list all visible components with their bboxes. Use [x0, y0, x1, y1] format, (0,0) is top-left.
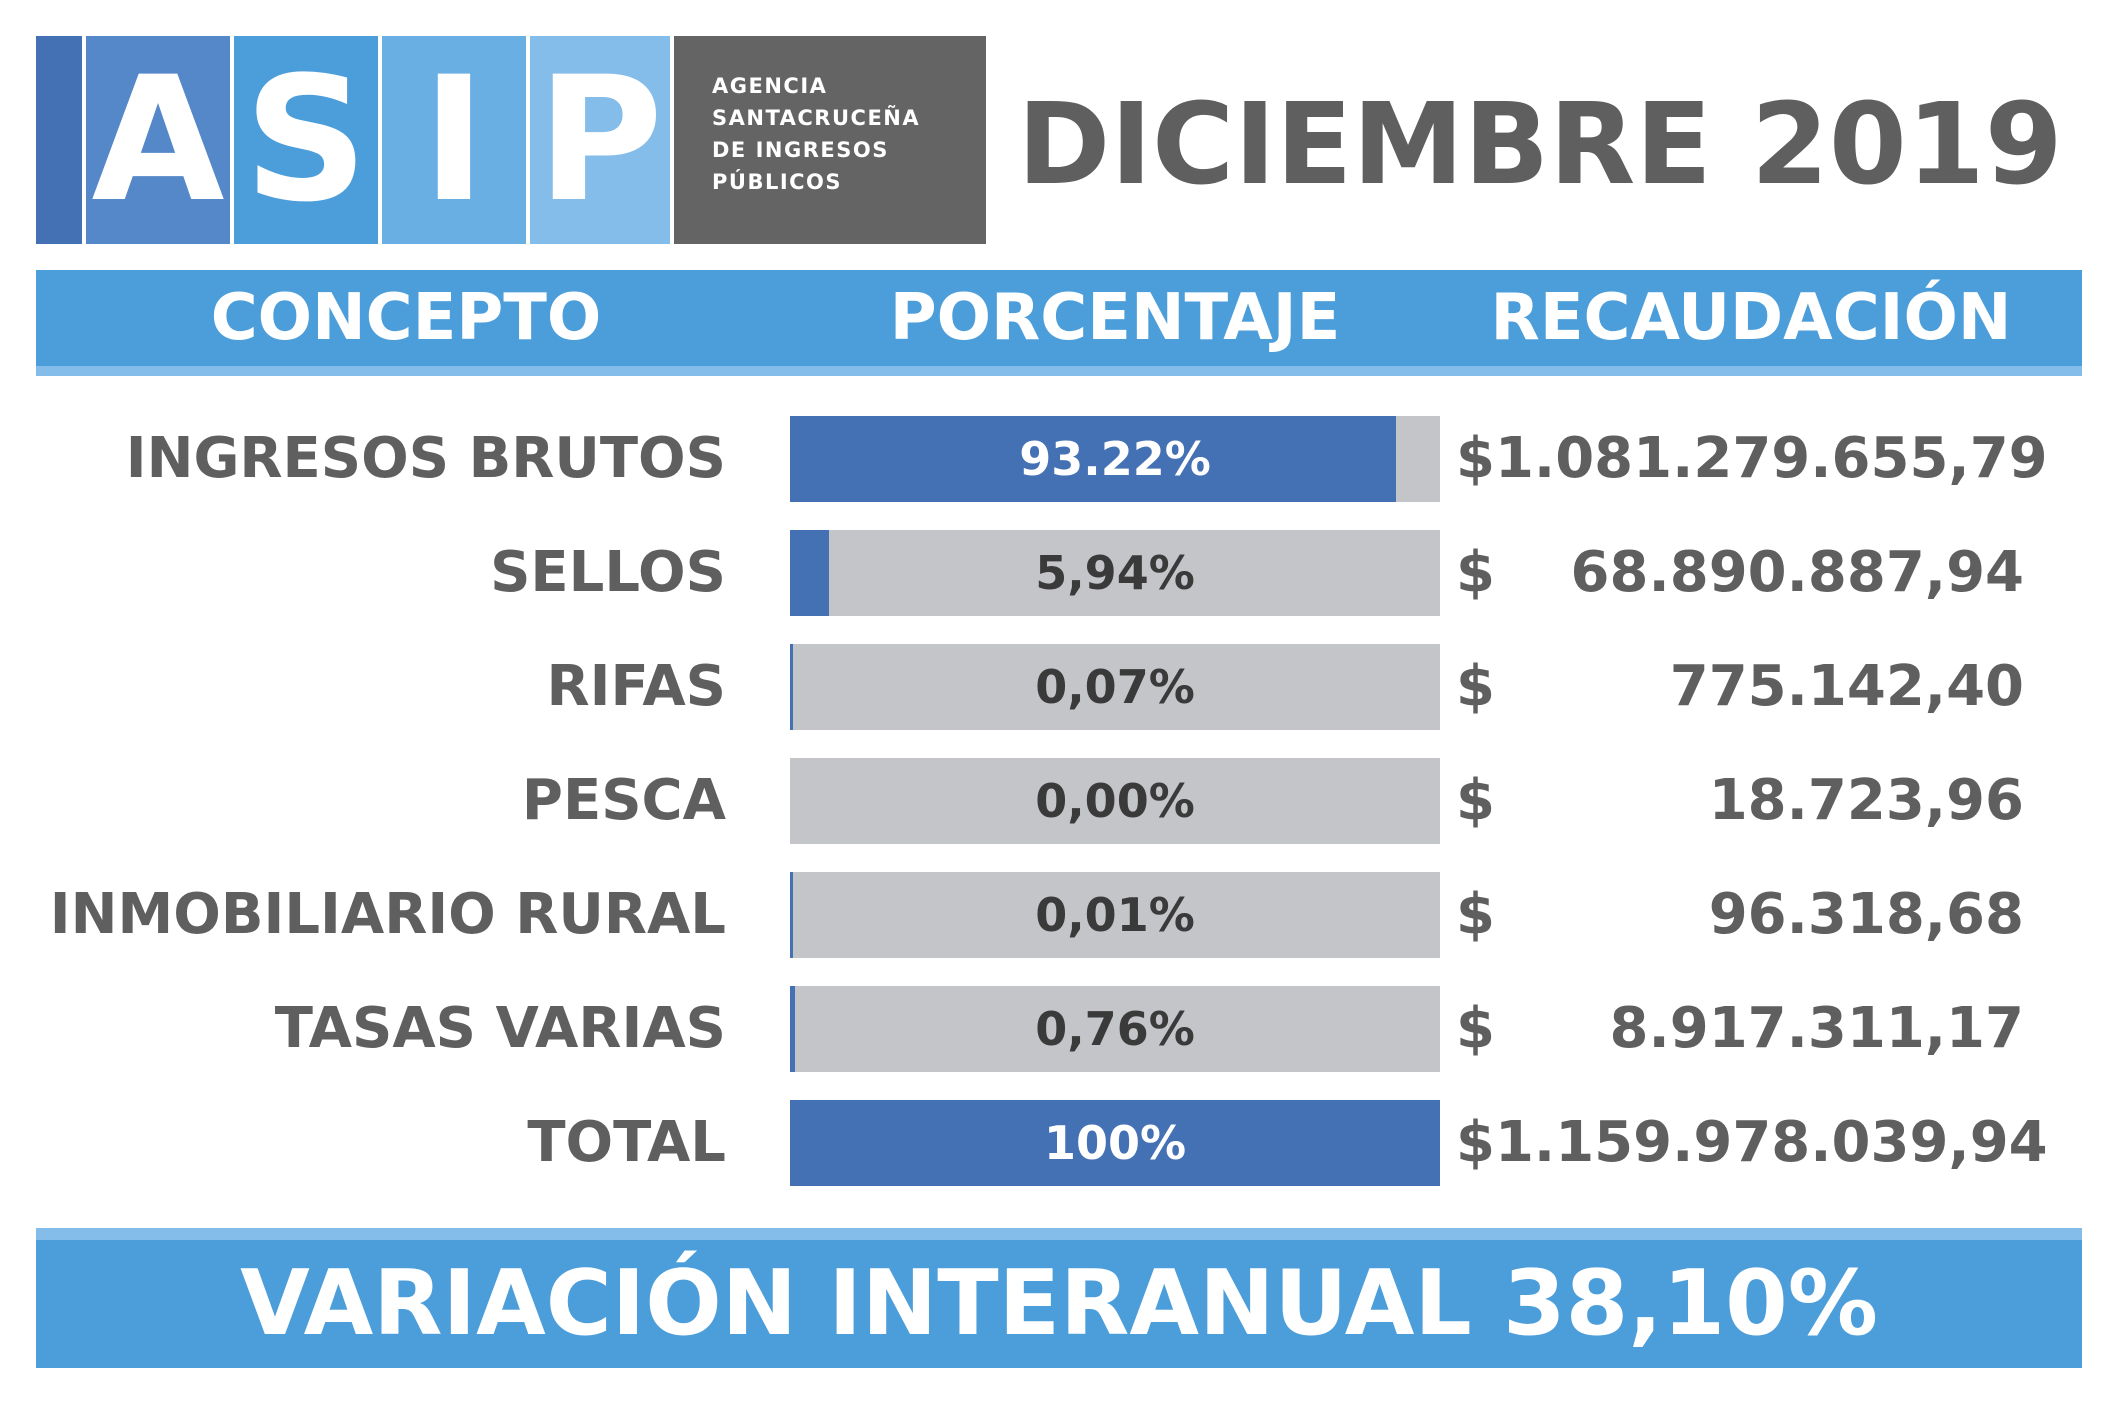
- asip-logo: A S I P AGENCIA SANTACRUCEÑA DE INGRESOS…: [36, 36, 986, 244]
- logo-agency-line: SANTACRUCEÑA: [712, 106, 921, 130]
- currency-symbol: $: [1456, 654, 1495, 719]
- table-row: INMOBILIARIO RURAL 0,01% $96.318,68: [0, 872, 2118, 958]
- currency-symbol: $: [1456, 540, 1495, 605]
- percentage-label: 0,01%: [1035, 888, 1195, 942]
- logo-letter-p: P: [530, 36, 670, 244]
- collection-amount: 8.917.311,17: [1609, 996, 2024, 1061]
- percentage-label: 0,00%: [1035, 774, 1195, 828]
- table-row: PESCA 0,00% $18.723,96: [0, 758, 2118, 844]
- concept-label: TASAS VARIAS: [274, 996, 726, 1061]
- percentage-label: 93.22%: [1019, 432, 1211, 486]
- currency-symbol: $: [1456, 768, 1495, 833]
- percentage-bar-track: 100%: [790, 1100, 1440, 1186]
- concept-label: INMOBILIARIO RURAL: [49, 882, 726, 947]
- currency-symbol: $: [1456, 996, 1495, 1061]
- percentage-label: 100%: [1043, 1116, 1187, 1170]
- concept-label: PESCA: [521, 768, 726, 833]
- collection-amount: $1.081.279.655,79: [1456, 426, 2048, 491]
- logo-agency-line: AGENCIA: [712, 74, 828, 98]
- logo-strip-1: [36, 36, 82, 244]
- column-header-band: CONCEPTO PORCENTAJE RECAUDACIÓN: [36, 270, 2082, 376]
- percentage-bar: [790, 530, 829, 616]
- percentage-bar-track: 0,76%: [790, 986, 1440, 1072]
- table-row: INGRESOS BRUTOS 93.22% $1.081.279.655,79: [0, 416, 2118, 502]
- logo-letter-a: A: [86, 36, 230, 244]
- concept-label: RIFAS: [546, 654, 726, 719]
- percentage-label: 0,07%: [1035, 660, 1195, 714]
- logo-agency-line: DE INGRESOS: [712, 138, 889, 162]
- percentage-bar: [790, 1100, 1440, 1186]
- percentage-bar: [790, 872, 793, 958]
- concept-label: TOTAL: [527, 1110, 726, 1175]
- percentage-bar-track: 93.22%: [790, 416, 1440, 502]
- footer-band: VARIACIÓN INTERANUAL 38,10%: [36, 1228, 2082, 1368]
- percentage-bar-track: 5,94%: [790, 530, 1440, 616]
- percentage-bar: [790, 986, 795, 1072]
- period-title: DICIEMBRE 2019: [1017, 80, 2063, 210]
- header-collection: RECAUDACIÓN: [1490, 281, 2012, 355]
- currency-symbol: $: [1456, 882, 1495, 947]
- table-row: SELLOS 5,94% $68.890.887,94: [0, 530, 2118, 616]
- collection-amount: 18.723,96: [1708, 768, 2024, 833]
- concept-label: INGRESOS BRUTOS: [125, 426, 726, 491]
- logo-letter-i: I: [382, 36, 526, 244]
- percentage-bar: [790, 644, 793, 730]
- collection-amount: 68.890.887,94: [1570, 540, 2024, 605]
- table-row: TASAS VARIAS 0,76% $8.917.311,17: [0, 986, 2118, 1072]
- year-over-year-variation: VARIACIÓN INTERANUAL 38,10%: [240, 1251, 1878, 1356]
- percentage-bar-track: 0,07%: [790, 644, 1440, 730]
- percentage-label: 5,94%: [1035, 546, 1195, 600]
- logo-letter-s: S: [234, 36, 378, 244]
- header-concept: CONCEPTO: [210, 281, 602, 355]
- concept-label: SELLOS: [490, 540, 726, 605]
- percentage-bar-track: 0,00%: [790, 758, 1440, 844]
- percentage-bar-track: 0,01%: [790, 872, 1440, 958]
- table-row: RIFAS 0,07% $775.142,40: [0, 644, 2118, 730]
- collection-amount: 775.142,40: [1669, 654, 2024, 719]
- logo-agency-line: PÚBLICOS: [712, 170, 843, 194]
- percentage-label: 0,76%: [1035, 1002, 1195, 1056]
- collection-amount: $1.159.978.039,94: [1456, 1110, 2048, 1175]
- collection-amount: 96.318,68: [1708, 882, 2024, 947]
- total-row: TOTAL 100% $1.159.978.039,94: [0, 1100, 2118, 1186]
- header-percentage: PORCENTAJE: [889, 281, 1341, 355]
- logo-agency-name: AGENCIA SANTACRUCEÑA DE INGRESOS PÚBLICO…: [674, 36, 986, 244]
- percentage-bar: [790, 416, 1396, 502]
